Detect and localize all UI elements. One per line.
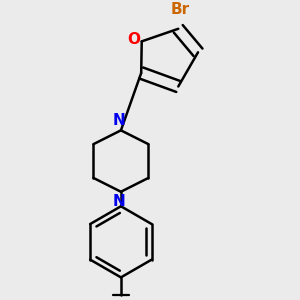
Text: O: O [127,32,140,47]
Text: N: N [113,194,126,209]
Text: N: N [113,113,126,128]
Text: Br: Br [170,2,190,17]
